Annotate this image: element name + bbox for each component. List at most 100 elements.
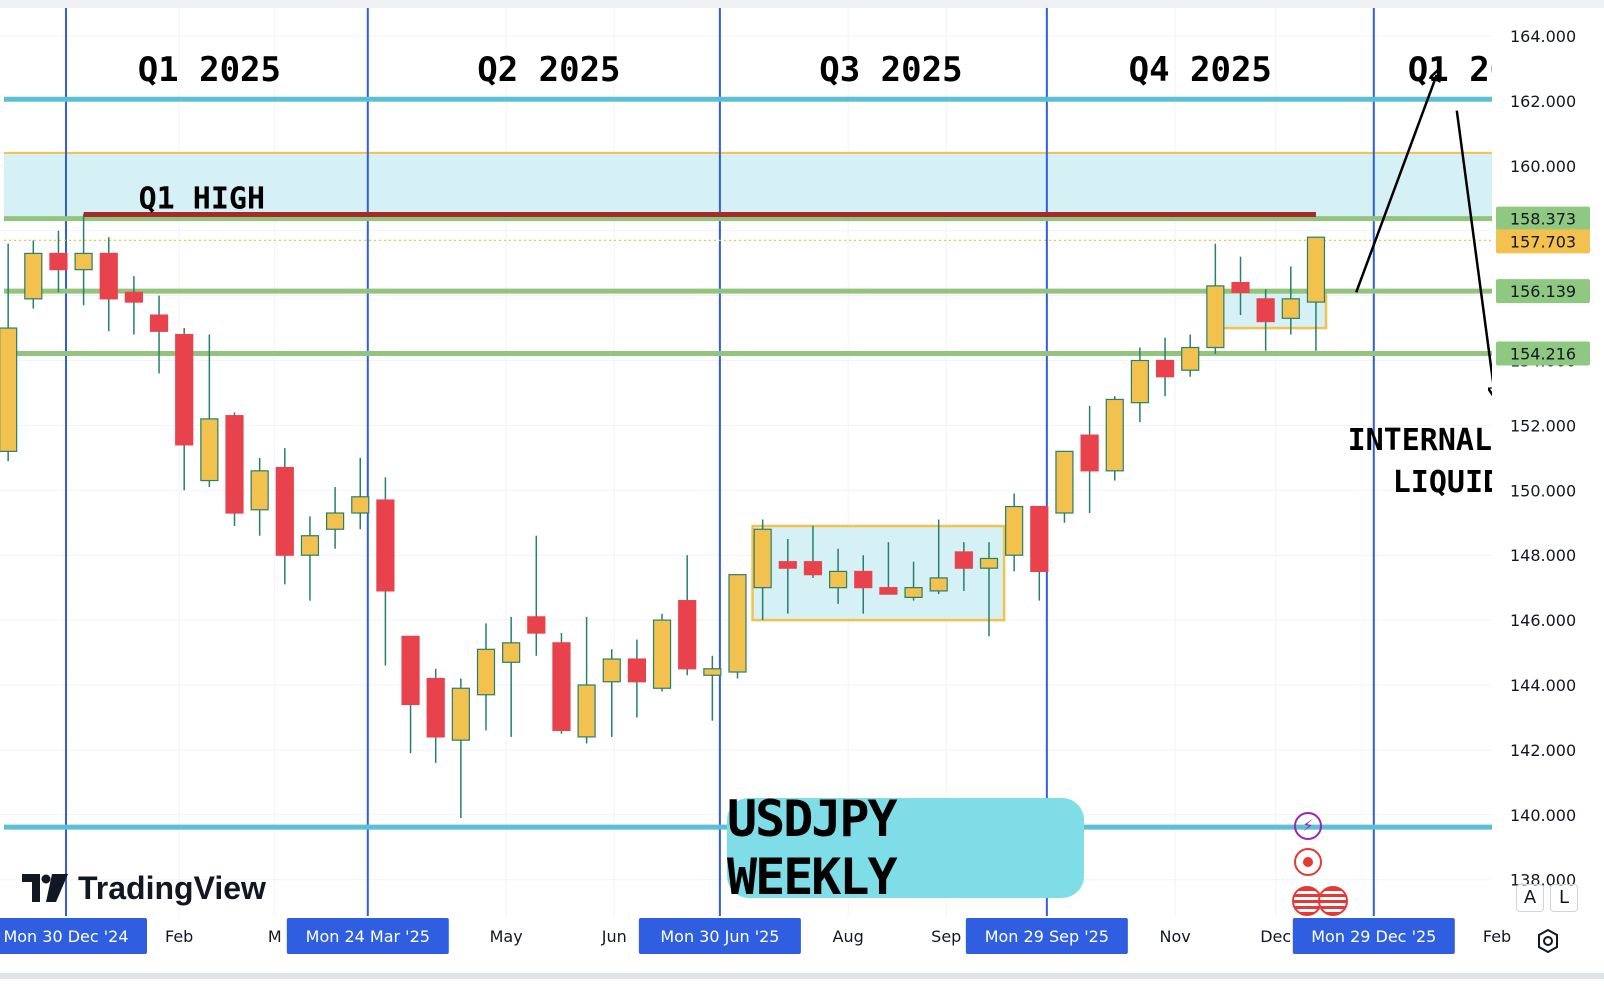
candle-body (854, 570, 873, 589)
candle[interactable] (401, 635, 420, 754)
candle[interactable] (24, 240, 43, 309)
candle[interactable] (1105, 396, 1124, 481)
candle[interactable] (678, 555, 697, 676)
candle[interactable] (1155, 337, 1175, 397)
price-tick-label: 160.000 (1510, 157, 1576, 176)
candle[interactable] (803, 525, 823, 578)
candle[interactable] (99, 237, 118, 332)
candle[interactable] (829, 548, 848, 604)
time-tick-label: Dec (1260, 927, 1291, 946)
log-scale-button[interactable]: L (1550, 884, 1578, 912)
candle[interactable] (200, 334, 219, 488)
candle[interactable] (577, 616, 596, 744)
us-flag-icon[interactable] (1318, 886, 1348, 916)
candle[interactable] (854, 555, 873, 614)
time-tick-label: Jun (601, 927, 627, 946)
candle[interactable] (376, 477, 395, 666)
candle[interactable] (1281, 266, 1300, 335)
candle[interactable] (778, 538, 797, 614)
candle[interactable] (426, 668, 445, 763)
candle[interactable] (652, 613, 672, 692)
time-axis-date-tag-label: Mon 30 Jun '25 (660, 927, 779, 946)
candle[interactable] (1306, 236, 1326, 351)
candle-body (49, 252, 68, 271)
candle[interactable] (1080, 405, 1099, 514)
candle[interactable] (602, 649, 621, 737)
candle[interactable] (552, 633, 571, 734)
us-flag-icon[interactable] (1292, 886, 1322, 916)
candle[interactable] (879, 542, 898, 595)
tradingview-watermark: TradingView (22, 868, 266, 908)
candle[interactable] (124, 276, 144, 335)
time-axis-date-tag (0, 918, 147, 954)
quarter-label: Q1 2025 (138, 50, 281, 90)
time-tick-label: May (490, 927, 523, 946)
candle[interactable] (250, 457, 269, 536)
candle[interactable] (275, 448, 294, 585)
candle-body (904, 587, 923, 598)
candle-layer[interactable] (0, 214, 1326, 819)
candle[interactable] (979, 542, 999, 637)
candle-body (1206, 285, 1225, 349)
candle-body (0, 327, 18, 452)
candle-body (1256, 298, 1275, 323)
candle[interactable] (1206, 243, 1225, 355)
candle-body (74, 252, 93, 271)
candle[interactable] (1181, 334, 1200, 377)
candle-body (552, 642, 571, 732)
time-axis-date-tag (965, 918, 1128, 954)
candle-body (99, 252, 118, 300)
candle[interactable] (225, 412, 244, 526)
candle[interactable] (476, 623, 496, 731)
candle[interactable] (149, 295, 169, 374)
candle[interactable] (300, 516, 320, 601)
candle-body (979, 557, 999, 569)
candle[interactable] (527, 535, 546, 656)
time-tick-label: Aug (833, 927, 864, 946)
quarter-label: Q4 2025 (1129, 50, 1272, 90)
candle[interactable] (929, 519, 948, 595)
record-icon[interactable] (1294, 848, 1322, 876)
candle[interactable] (904, 561, 923, 601)
candle-body (879, 587, 898, 595)
candle-body (376, 499, 395, 592)
candle-body (225, 415, 244, 514)
candle[interactable] (351, 457, 370, 530)
candle[interactable] (1030, 505, 1049, 601)
candle-body (954, 551, 973, 569)
candle[interactable] (1130, 347, 1150, 423)
projection-up-arrow (1355, 75, 1436, 293)
candle[interactable] (0, 243, 18, 462)
candle[interactable] (451, 678, 470, 819)
candle[interactable] (49, 230, 68, 293)
candle-body (1005, 505, 1024, 556)
candle-body (451, 687, 470, 741)
candle-body (351, 496, 370, 514)
candle-body (1181, 346, 1200, 371)
candle[interactable] (1256, 289, 1275, 351)
candle-body (1231, 282, 1250, 293)
candle-body (1030, 505, 1049, 573)
candle-body (1155, 359, 1175, 378)
event-icons: ⚡ (1292, 812, 1364, 922)
candle-body (24, 252, 43, 300)
auto-scale-button[interactable]: A (1516, 884, 1544, 912)
candle[interactable] (175, 328, 194, 491)
candle[interactable] (753, 519, 772, 621)
candle[interactable] (1005, 493, 1024, 572)
time-axis[interactable]: Mon 30 Dec '24 Feb M Mon 24 Mar '25 May Jun Mo… (0, 916, 1604, 982)
candle[interactable] (1055, 450, 1074, 523)
candle[interactable] (627, 639, 647, 718)
price-axis[interactable]: 164.000162.000160.000158.000156.000154.0… (1492, 8, 1604, 916)
candle[interactable] (326, 487, 345, 549)
candle[interactable] (74, 214, 93, 306)
candle[interactable] (954, 542, 973, 591)
candle[interactable] (1231, 256, 1250, 316)
lightning-icon[interactable]: ⚡ (1294, 812, 1322, 840)
chart-settings-gear-icon[interactable] (1535, 928, 1561, 954)
candle-body (728, 574, 747, 673)
candle[interactable] (728, 574, 747, 679)
candle[interactable] (703, 655, 722, 721)
candle[interactable] (502, 616, 521, 737)
